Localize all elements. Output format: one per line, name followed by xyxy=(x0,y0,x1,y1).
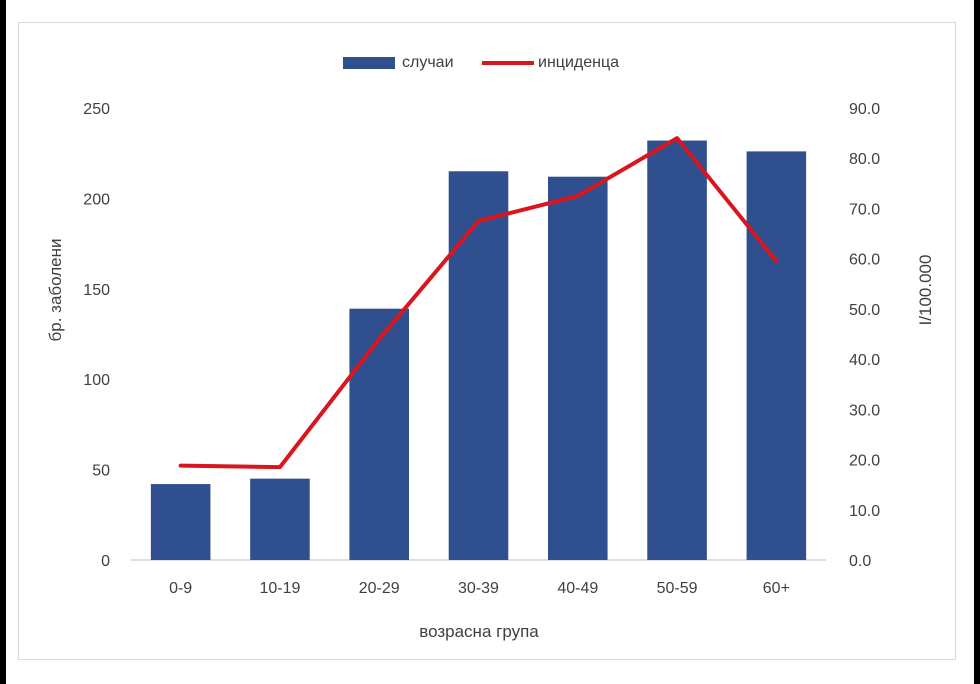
bar-50-59 xyxy=(647,140,707,560)
y-tick-right: 10.0 xyxy=(849,503,880,520)
chart-area: случаи инциденца бр. заболени I/100.000 … xyxy=(18,22,956,660)
x-tick-label: 20-29 xyxy=(359,580,400,597)
x-axis-title: возрасна група xyxy=(419,622,539,641)
y-tick-right: 30.0 xyxy=(849,402,880,419)
bar-60+ xyxy=(746,151,807,560)
y-tick-right: 40.0 xyxy=(849,352,880,369)
bar-30-39 xyxy=(448,171,509,560)
bar-20-29 xyxy=(349,308,409,560)
y-axis-left-title: бр. заболени xyxy=(46,239,65,342)
y-tick-right: 20.0 xyxy=(849,453,880,470)
y-tick-left: 50 xyxy=(92,463,110,480)
x-ticks: 0-9 10-19 20-29 30-39 40-49 50-59 60+ xyxy=(169,580,790,597)
x-tick-label: 10-19 xyxy=(259,580,300,597)
y-tick-left: 150 xyxy=(83,282,110,299)
chart-frame: случаи инциденца бр. заболени I/100.000 … xyxy=(6,0,974,684)
y-tick-right: 50.0 xyxy=(849,302,880,319)
y-tick-right: 70.0 xyxy=(849,201,880,218)
y-ticks-left: 0 50 100 150 200 250 xyxy=(83,101,110,570)
legend-bar-swatch xyxy=(343,57,395,69)
bar-series xyxy=(150,140,807,561)
x-tick-label: 60+ xyxy=(763,580,790,597)
y-tick-left: 100 xyxy=(83,372,110,389)
y-tick-left: 200 xyxy=(83,191,110,208)
bar-10-19 xyxy=(250,478,310,560)
x-tick-label: 30-39 xyxy=(458,580,499,597)
y-axis-right-title: I/100.000 xyxy=(916,255,935,326)
legend-line-label: инциденца xyxy=(538,54,619,71)
y-tick-right: 80.0 xyxy=(849,151,880,168)
x-tick-label: 50-59 xyxy=(657,580,698,597)
x-tick-label: 40-49 xyxy=(557,580,598,597)
combo-chart: случаи инциденца бр. заболени I/100.000 … xyxy=(46,54,935,641)
legend: случаи инциденца xyxy=(343,54,619,71)
bar-0-9 xyxy=(150,484,211,560)
bar-40-49 xyxy=(548,176,608,561)
y-ticks-right: 0.0 10.0 20.0 30.0 40.0 50.0 60.0 70.0 80.0 90.0 xyxy=(849,101,880,570)
y-tick-right: 0.0 xyxy=(849,553,871,570)
x-tick-label: 0-9 xyxy=(169,580,192,597)
y-tick-right: 90.0 xyxy=(849,101,880,118)
y-tick-left: 0 xyxy=(101,553,110,570)
y-tick-left: 250 xyxy=(83,101,110,118)
line-series xyxy=(178,136,779,470)
y-tick-right: 60.0 xyxy=(849,252,880,269)
legend-bars-label: случаи xyxy=(402,54,454,71)
